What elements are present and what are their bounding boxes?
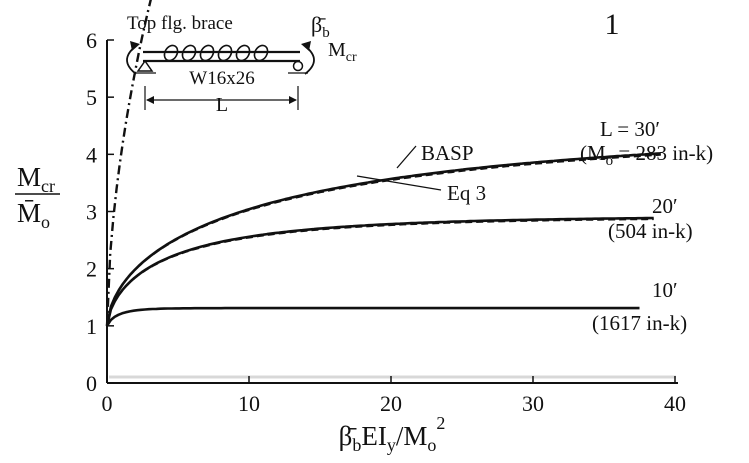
y-label-numerator-sub: cr [41, 176, 55, 196]
x-label-sup-2: 2 [436, 413, 445, 433]
series-label-l20: 20′ [652, 194, 678, 218]
y-axis-label: Mcr M̄o [15, 162, 60, 232]
series-label-l10: 10′ [652, 278, 678, 302]
x-tick-label-1: 10 [238, 391, 260, 416]
span-right-arrow [289, 96, 297, 104]
curve-l20-basp [105, 216, 654, 327]
x-tick-label-2: 20 [380, 391, 402, 416]
x-label-slash-m: /M [396, 421, 428, 451]
inset-moment: Mcr [328, 39, 357, 65]
svg-text:Mcr: Mcr [17, 162, 55, 196]
x-tick-label-3: 30 [522, 391, 544, 416]
note-l30-sub: o [606, 153, 614, 169]
curve-l10 [105, 306, 640, 327]
curve-l30-eq3 [106, 154, 661, 326]
chart-curves [105, 0, 661, 327]
note-l30-m: (M [580, 141, 606, 165]
y-label-numerator: M [17, 162, 41, 192]
curve-l30-basp [105, 152, 661, 327]
inset-moment-symbol: M [328, 39, 346, 61]
left-moment-arrow [126, 45, 137, 75]
span-left-arrow [146, 96, 154, 104]
y-label-denominator-sub: o [41, 212, 50, 232]
inset-title: Top flg. brace [127, 13, 233, 34]
brace-springs [163, 44, 269, 62]
series-label-l30: L = 30′ [600, 117, 660, 141]
inset-beta-sub: b [322, 25, 330, 41]
annotation-basp-leader [396, 145, 417, 169]
y-tick-label-1: 1 [86, 314, 97, 339]
curve-l20-eq3 [106, 218, 654, 327]
right-moment-arrow [304, 45, 315, 75]
y-tick-label-0: 0 [86, 371, 97, 396]
left-moment-arrowhead [130, 41, 140, 51]
inset-moment-sub: cr [346, 50, 357, 65]
y-tick-label-6: 6 [86, 28, 97, 53]
figure-number: 1 [605, 8, 620, 41]
y-tick-label-3: 3 [86, 200, 97, 225]
y-tick-label-4: 4 [86, 142, 97, 167]
x-tick-label-0: 0 [102, 391, 113, 416]
beam-inset: Top flg. brace β̄b Mcr W16x26 L [126, 12, 357, 116]
x-label-ei: EI [361, 421, 386, 451]
x-axis-label: β̄bEIy/Mo2 [339, 413, 446, 455]
y-label-denominator: M̄ [17, 198, 41, 228]
axis-ticks: 0 10 20 30 40 0 1 2 3 4 5 6 [86, 28, 686, 416]
annotation-basp: BASP [421, 141, 474, 165]
x-tick-label-4: 40 [664, 391, 686, 416]
x-label-sub-y: y [387, 435, 396, 455]
series-note-l30: (Mo = 283 in-k) [580, 141, 713, 169]
inset-span-label: L [216, 94, 228, 116]
annotation-eq3-leader [356, 175, 442, 191]
note-l30-value: = 283 in-k) [613, 141, 713, 165]
roller-support [292, 60, 304, 72]
svg-text:M̄o: M̄o [17, 198, 50, 232]
inset-beta: β̄b [311, 12, 330, 41]
series-note-l10: (1617 in-k) [592, 311, 687, 335]
y-tick-label-5: 5 [86, 85, 97, 110]
series-note-l20: (504 in-k) [608, 219, 693, 243]
right-moment-arrowhead [301, 41, 311, 51]
y-tick-label-2: 2 [86, 257, 97, 282]
pin-support [136, 59, 154, 72]
x-label-sub-o: o [427, 435, 436, 455]
inset-section: W16x26 [189, 68, 254, 89]
x-label-sub-b: b [352, 435, 361, 455]
annotation-eq3: Eq 3 [447, 181, 486, 205]
